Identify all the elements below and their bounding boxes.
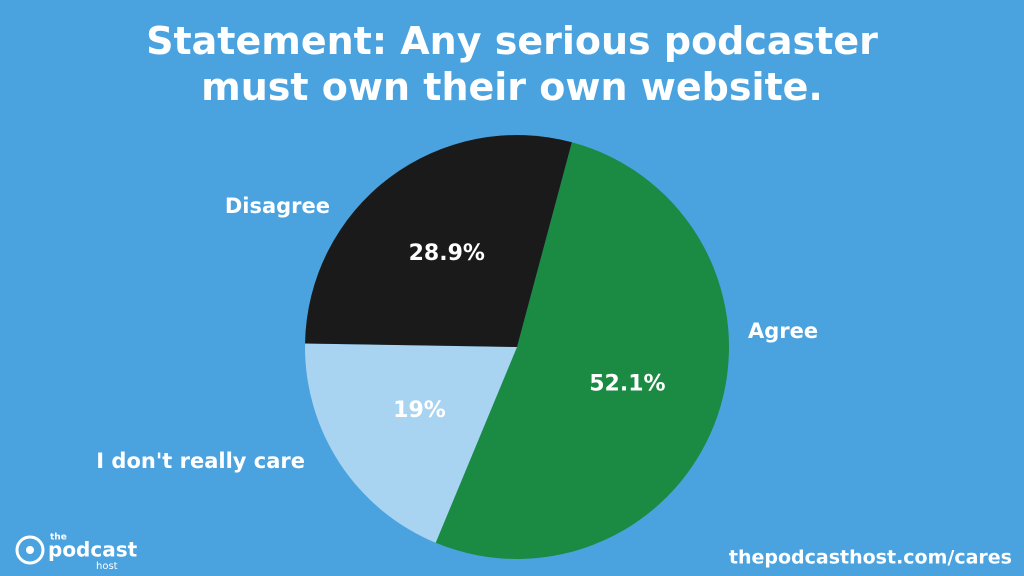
category-label: I don't really care — [96, 449, 305, 473]
value-label: 19% — [393, 398, 446, 423]
value-label: 28.9% — [409, 241, 485, 266]
chart-title: Statement: Any serious podcaster must ow… — [146, 19, 878, 109]
logo-sub: host — [96, 561, 118, 572]
logo-icon — [15, 535, 45, 565]
pie-slice — [305, 135, 572, 347]
value-label: 52.1% — [589, 372, 665, 397]
pie-slice — [304, 343, 517, 543]
category-label: Disagree — [225, 194, 330, 218]
logo-small: the — [50, 533, 67, 543]
pie-slice — [435, 142, 729, 559]
category-label: Agree — [748, 319, 818, 343]
logo-main: podcast — [48, 538, 138, 562]
logo: the podcast host — [15, 533, 138, 572]
logo-icon-dot — [26, 546, 34, 554]
footer-url: thepodcasthost.com/cares — [729, 547, 1012, 569]
